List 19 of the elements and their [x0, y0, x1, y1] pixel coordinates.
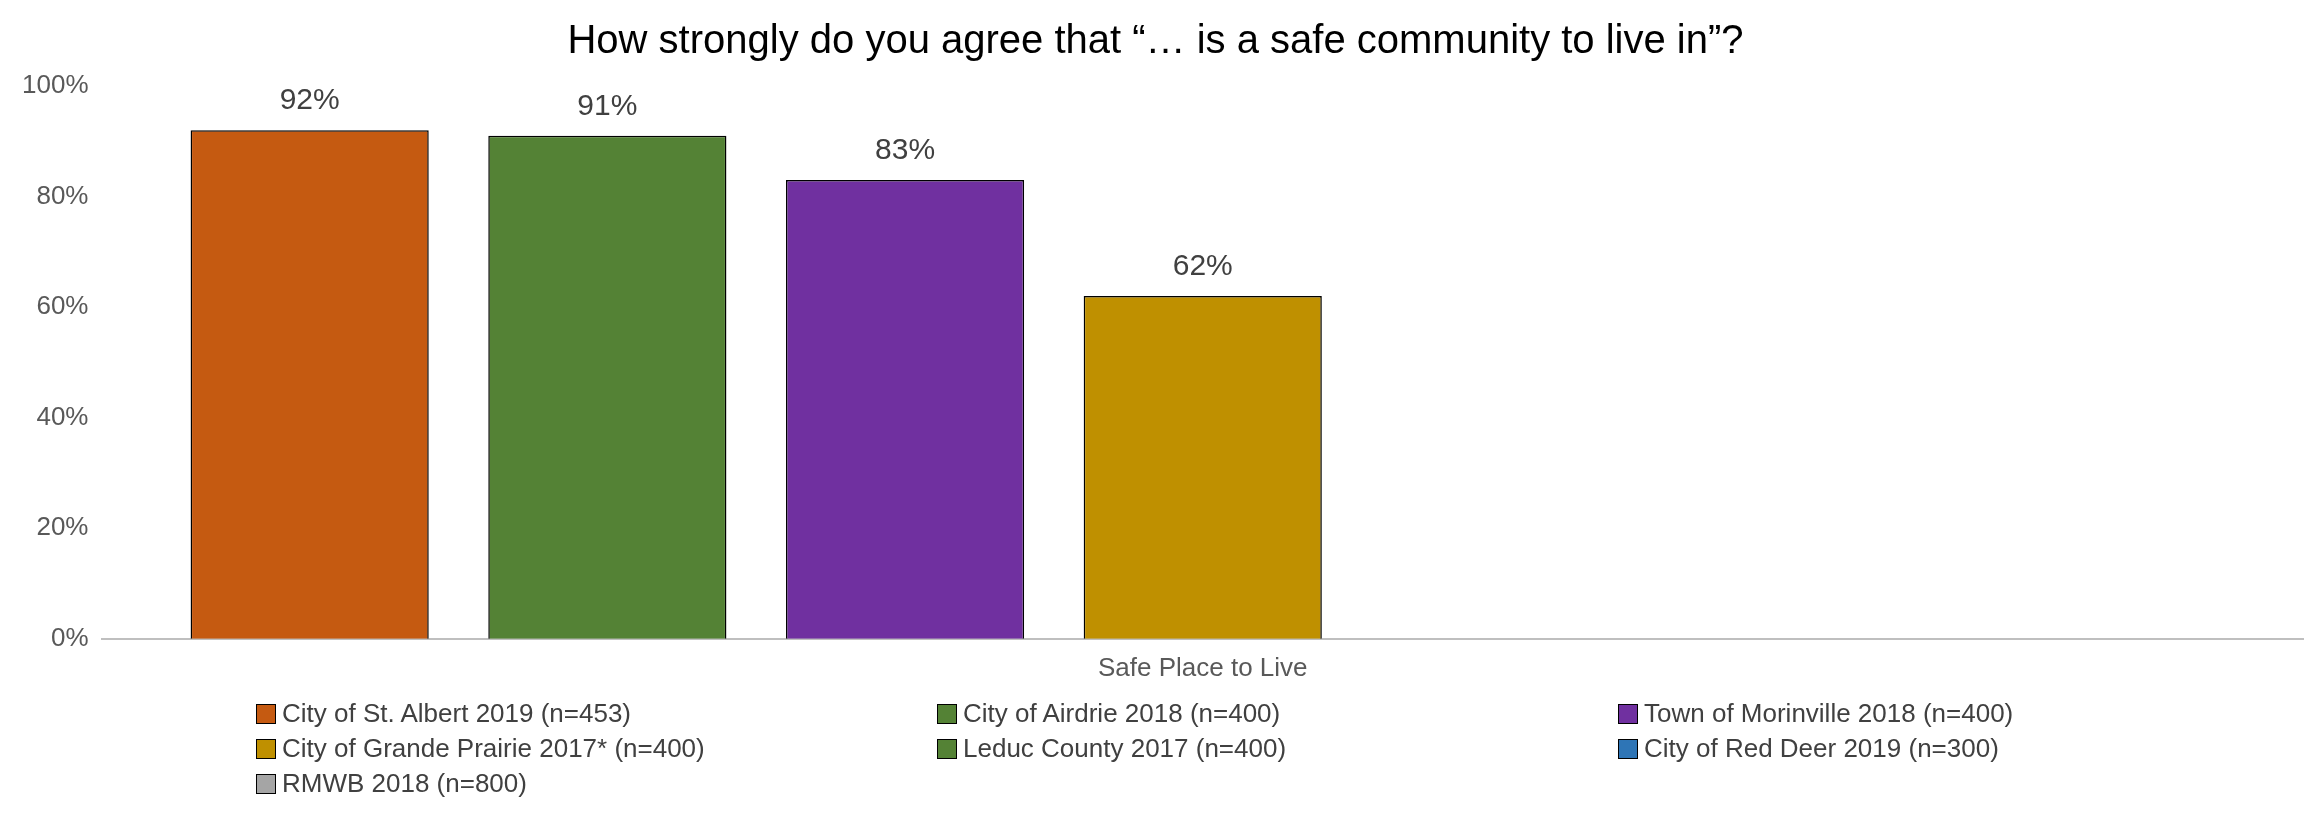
- y-tick-label: 20%: [36, 511, 89, 542]
- legend-label: City of Airdrie 2018 (n=400): [963, 698, 1281, 729]
- legend-label: City of Red Deer 2019 (n=300): [1644, 733, 1999, 764]
- y-tick-label: 60%: [36, 290, 89, 321]
- data-label: 83%: [875, 132, 936, 166]
- x-tick-label: Safe Place to Live: [1097, 651, 1308, 682]
- data-label: 62%: [1172, 248, 1233, 282]
- y-tick-label: 0%: [50, 621, 89, 652]
- legend-label: RMWB 2018 (n=800): [282, 768, 527, 799]
- chart-title: How strongly do you agree that “… is a safe community to live in”?: [567, 17, 1744, 62]
- y-tick-label: 80%: [36, 179, 89, 210]
- data-label: 92%: [279, 82, 340, 116]
- legend-label: Town of Morinville 2018 (n=400): [1644, 698, 2014, 729]
- y-tick-label: 40%: [36, 400, 89, 431]
- legend-label: City of St. Albert 2019 (n=453): [282, 698, 632, 729]
- y-tick-label: 100%: [22, 69, 89, 100]
- legend-label: Leduc County 2017 (n=400): [963, 733, 1287, 764]
- data-label: 91%: [577, 88, 638, 122]
- legend-label: City of Grande Prairie 2017* (n=400): [282, 733, 705, 764]
